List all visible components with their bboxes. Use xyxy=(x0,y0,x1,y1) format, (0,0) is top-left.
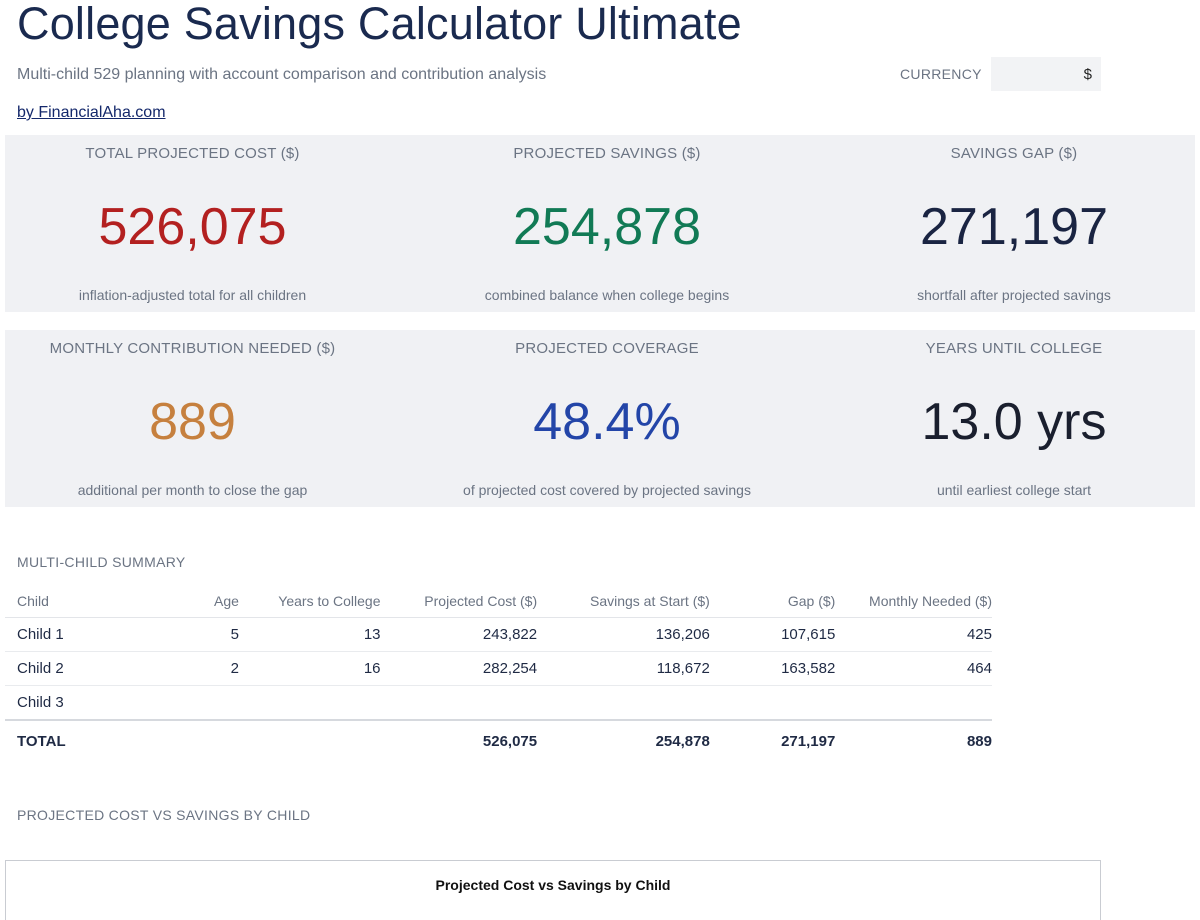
table-cell: Child 1 xyxy=(5,617,146,652)
kpi-monthly-contribution: MONTHLY CONTRIBUTION NEEDED ($) 889 addi… xyxy=(5,330,380,507)
column-header: Projected Cost ($) xyxy=(380,585,538,618)
column-header: Years to College xyxy=(238,585,381,618)
table-row: Child 3 xyxy=(5,685,992,721)
table-cell xyxy=(537,685,710,721)
currency-label: CURRENCY xyxy=(900,66,982,82)
table-cell: 526,075 xyxy=(380,719,538,761)
kpi-note: inflation-adjusted total for all childre… xyxy=(78,287,307,303)
table-cell: 13 xyxy=(238,617,381,652)
table-cell: 464 xyxy=(835,651,992,686)
byline-link[interactable]: by FinancialAha.com xyxy=(17,104,166,121)
table-cell xyxy=(238,719,381,761)
summary-table: Child Age Years to College Projected Cos… xyxy=(5,585,992,761)
column-header: Gap ($) xyxy=(709,585,836,618)
kpi-total-projected-cost: TOTAL PROJECTED COST ($) 526,075 inflati… xyxy=(5,135,380,312)
column-header: Child xyxy=(5,585,146,618)
kpi-value: 13.0 yrs xyxy=(921,393,1107,451)
kpi-label: PROJECTED SAVINGS ($) xyxy=(513,145,701,162)
table-cell: Child 2 xyxy=(5,651,146,686)
table-header-row: Child Age Years to College Projected Cos… xyxy=(5,585,992,618)
kpi-label: SAVINGS GAP ($) xyxy=(950,145,1078,162)
table-cell xyxy=(145,685,239,721)
kpi-label: YEARS UNTIL COLLEGE xyxy=(925,340,1103,357)
table-cell: 889 xyxy=(835,719,992,761)
kpi-value: 48.4% xyxy=(533,393,681,451)
table-row: Child 1 5 13 243,822 136,206 107,615 425 xyxy=(5,617,992,652)
currency-input[interactable] xyxy=(991,57,1101,91)
kpi-value: 889 xyxy=(149,393,236,451)
kpi-label: PROJECTED COVERAGE xyxy=(515,340,699,357)
table-cell: 254,878 xyxy=(537,719,710,761)
table-cell: 271,197 xyxy=(709,719,836,761)
table-total-row: TOTAL 526,075 254,878 271,197 889 xyxy=(5,719,992,761)
table-cell: 243,822 xyxy=(380,617,538,652)
kpi-note: combined balance when college begins xyxy=(484,287,730,303)
table-row: Child 2 2 16 282,254 118,672 163,582 464 xyxy=(5,651,992,686)
table-cell xyxy=(709,685,836,721)
summary-section-title: MULTI-CHILD SUMMARY xyxy=(17,554,186,570)
chart-container: Projected Cost vs Savings by Child xyxy=(5,860,1101,920)
column-header: Savings at Start ($) xyxy=(537,585,710,618)
kpi-band-primary: TOTAL PROJECTED COST ($) 526,075 inflati… xyxy=(5,135,1195,312)
kpi-label: MONTHLY CONTRIBUTION NEEDED ($) xyxy=(49,340,336,357)
kpi-value: 526,075 xyxy=(98,198,287,256)
column-header: Age xyxy=(145,585,239,618)
kpi-note: until earliest college start xyxy=(936,482,1092,498)
table-cell: 2 xyxy=(145,651,239,686)
chart-title: Projected Cost vs Savings by Child xyxy=(435,877,671,893)
kpi-note: shortfall after projected savings xyxy=(917,287,1111,303)
kpi-note: additional per month to close the gap xyxy=(77,482,308,498)
table-cell xyxy=(380,685,538,721)
table-cell: 5 xyxy=(145,617,239,652)
kpi-value: 254,878 xyxy=(513,198,701,256)
kpi-value: 271,197 xyxy=(920,198,1108,256)
kpi-band-secondary: MONTHLY CONTRIBUTION NEEDED ($) 889 addi… xyxy=(5,330,1195,507)
table-cell: 425 xyxy=(835,617,992,652)
kpi-years-until-college: YEARS UNTIL COLLEGE 13.0 yrs until earli… xyxy=(810,330,1200,507)
table-cell xyxy=(835,685,992,721)
kpi-projected-savings: PROJECTED SAVINGS ($) 254,878 combined b… xyxy=(403,135,811,312)
table-cell xyxy=(145,719,239,761)
table-cell: Child 3 xyxy=(5,685,146,721)
table-cell: 282,254 xyxy=(380,651,538,686)
kpi-projected-coverage: PROJECTED COVERAGE 48.4% of projected co… xyxy=(403,330,811,507)
table-cell: TOTAL xyxy=(5,719,146,761)
kpi-savings-gap: SAVINGS GAP ($) 271,197 shortfall after … xyxy=(810,135,1200,312)
column-header: Monthly Needed ($) xyxy=(835,585,992,618)
chart-section-title: PROJECTED COST VS SAVINGS BY CHILD xyxy=(17,807,311,823)
page-subtitle: Multi-child 529 planning with account co… xyxy=(17,66,547,83)
table-cell: 163,582 xyxy=(709,651,836,686)
table-cell: 16 xyxy=(238,651,381,686)
page-title: College Savings Calculator Ultimate xyxy=(17,0,742,49)
table-cell: 107,615 xyxy=(709,617,836,652)
table-cell xyxy=(238,685,381,721)
kpi-note: of projected cost covered by projected s… xyxy=(463,482,751,498)
table-cell: 136,206 xyxy=(537,617,710,652)
table-cell: 118,672 xyxy=(537,651,710,686)
kpi-label: TOTAL PROJECTED COST ($) xyxy=(85,145,300,162)
